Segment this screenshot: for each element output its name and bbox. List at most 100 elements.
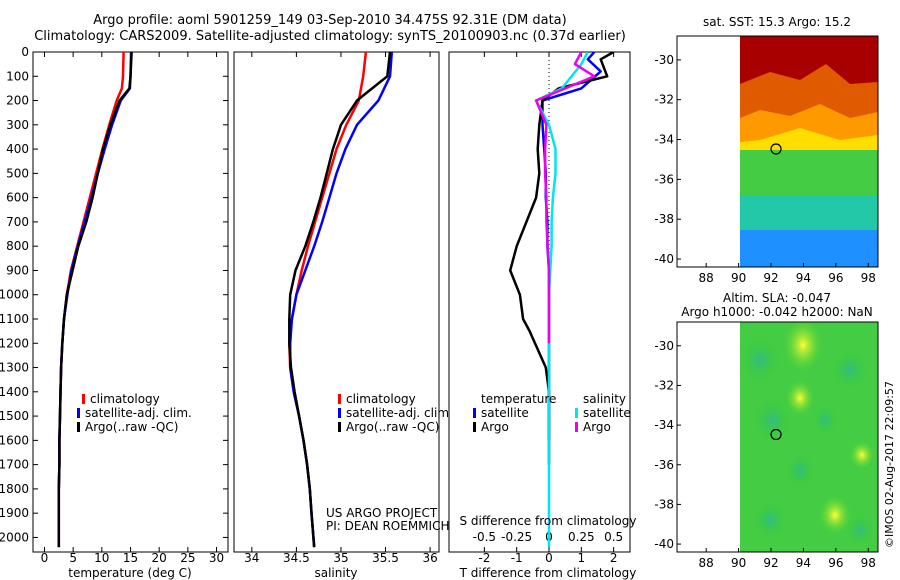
x-tick-label: 20 — [152, 551, 167, 565]
temperature-xlabel: temperature (deg C) — [68, 566, 191, 580]
s-tick-label: 0.5 — [604, 530, 623, 544]
legend-climatology-label: climatology — [90, 392, 160, 406]
legend-climatology-swatch — [82, 394, 85, 404]
depth-tick-label: 2000 — [0, 530, 29, 544]
lat-tick-label: -30 — [654, 53, 674, 67]
sla-blob — [781, 322, 825, 375]
sla-map-frame — [676, 321, 879, 553]
lat-tick-label: -36 — [654, 458, 674, 472]
x-tick-label: 0 — [41, 551, 49, 565]
x-tick-label: 36 — [422, 551, 437, 565]
legend-satellite-label: satellite-adj. clim. — [85, 406, 192, 420]
legend-temp-argo-label: Argo — [481, 420, 509, 434]
lat-tick-label: -34 — [654, 418, 674, 432]
depth-tick-label: 200 — [6, 94, 29, 108]
salinity-xlabel: salinity — [314, 566, 357, 580]
sst-band-red — [740, 36, 878, 84]
t-tick-label: -1 — [511, 551, 523, 565]
depth-tick-label: 1900 — [0, 506, 29, 520]
x-tick-label: 10 — [94, 551, 109, 565]
sst-map-title: sat. SST: 15.3 Argo: 15.2 — [703, 15, 851, 29]
legend-argo-swatch — [338, 422, 341, 432]
salinity-legend: climatology satellite-adj. clim. Argo(..… — [338, 392, 453, 434]
depth-tick-label: 800 — [6, 239, 29, 253]
s-tick-label: -0.5 — [473, 530, 496, 544]
lon-tick-label: 94 — [796, 556, 811, 570]
legend-temp-satellite-swatch — [473, 408, 476, 418]
temperature-panel: 0100200300400500600700800900100011001200… — [0, 45, 630, 580]
sla-map-title1: Altim. SLA: -0.047 — [723, 291, 831, 305]
legend-argo-label: Argo(..raw -QC) — [85, 420, 178, 434]
s-tick-label: 0.25 — [568, 530, 595, 544]
x-tick-label: 34.5 — [283, 551, 310, 565]
sla-field — [740, 322, 878, 552]
legend-satellite-swatch — [77, 408, 80, 418]
lat-tick-label: -38 — [654, 212, 674, 226]
legend-argo-swatch — [77, 422, 80, 432]
lat-tick-label: -32 — [654, 378, 674, 392]
lat-tick-label: -30 — [654, 339, 674, 353]
depth-tick-label: 500 — [6, 166, 29, 180]
depth-tick-label: 100 — [6, 69, 29, 83]
sla-argo-marker — [770, 428, 782, 441]
sla-blob — [813, 406, 837, 434]
plot-title-line2: Climatology: CARS2009. Satellite-adjuste… — [34, 29, 626, 44]
sst-argo-marker — [770, 143, 782, 155]
series-line-argo-raw-qc- — [57, 52, 133, 548]
legend-salinity-title: salinity — [583, 392, 626, 406]
x-tick-label: 35 — [333, 551, 348, 565]
sla-blob — [740, 338, 780, 382]
legend-sal-argo-swatch — [575, 422, 578, 432]
x-tick-label: 5 — [69, 551, 77, 565]
series-line-salinity-argo — [534, 52, 596, 344]
legend-temp-argo-swatch — [473, 422, 476, 432]
depth-tick-label: 1400 — [0, 385, 29, 399]
sla-blob — [786, 454, 814, 486]
depth-tick-label: 1600 — [0, 433, 29, 447]
sla-map-title2: Argo h1000: -0.042 h2000: NaN — [681, 305, 873, 319]
x-tick-label: 25 — [180, 551, 195, 565]
lat-tick-label: -32 — [654, 93, 674, 107]
sla-blob — [754, 502, 786, 538]
salinity-panel: 34 34.5 35 35.5 36 salinity climatology sate… — [233, 51, 453, 580]
lon-tick-label: 90 — [731, 271, 746, 285]
depth-tick-label: 400 — [6, 142, 29, 156]
legend-climatology-swatch — [338, 394, 341, 404]
difference-legend: temperature salinity satellite Argo sate… — [473, 392, 631, 434]
sst-map: sat. SST: 15.3 Argo: 15.2 -30 -32 -34 -36 -3… — [654, 15, 879, 285]
x-tick-label: 30 — [209, 551, 224, 565]
depth-tick-label: 600 — [6, 191, 29, 205]
depth-tick-label: 1000 — [0, 288, 29, 302]
x-tick-label: 15 — [123, 551, 138, 565]
legend-sal-satellite-swatch — [575, 408, 578, 418]
depth-tick-label: 0 — [21, 45, 29, 59]
depth-tick-label: 1500 — [0, 409, 29, 423]
series-line-argo-raw-qc- — [288, 52, 392, 548]
lat-tick-label: -36 — [654, 172, 674, 186]
legend-sal-argo-label: Argo — [583, 420, 611, 434]
temperature-axes-box — [32, 51, 229, 553]
lon-tick-label: 92 — [763, 271, 778, 285]
depth-tick-label: 300 — [6, 118, 29, 132]
sla-blob — [848, 439, 876, 471]
temperature-legend: climatology satellite-adj. clim. Argo(..… — [77, 392, 192, 434]
legend-climatology-label: climatology — [346, 392, 416, 406]
lon-tick-label: 88 — [699, 271, 714, 285]
lon-tick-label: 94 — [796, 271, 811, 285]
difference-panel: -2 -1 0 1 2-0.5 -0.25 0 0.25 0.5 temperature sal… — [448, 51, 636, 580]
lon-tick-label: 98 — [861, 271, 876, 285]
sla-blob — [817, 493, 853, 537]
lat-tick-label: -40 — [654, 252, 674, 266]
project-name: US ARGO PROJECT — [326, 506, 438, 520]
s-tick-label: -0.25 — [501, 530, 532, 544]
t-tick-label: -2 — [478, 551, 490, 565]
x-tick-label: 34 — [244, 551, 259, 565]
legend-satellite-label: satellite-adj. clim. — [346, 406, 453, 420]
sst-band-green — [740, 150, 878, 195]
sla-blob — [754, 400, 790, 440]
imos-watermark: ©IMOS 02-Aug-2017 22:09:57 — [883, 381, 896, 548]
lat-tick-label: -34 — [654, 133, 674, 147]
sst-map-frame — [676, 35, 879, 268]
legend-temperature-title: temperature — [481, 392, 556, 406]
